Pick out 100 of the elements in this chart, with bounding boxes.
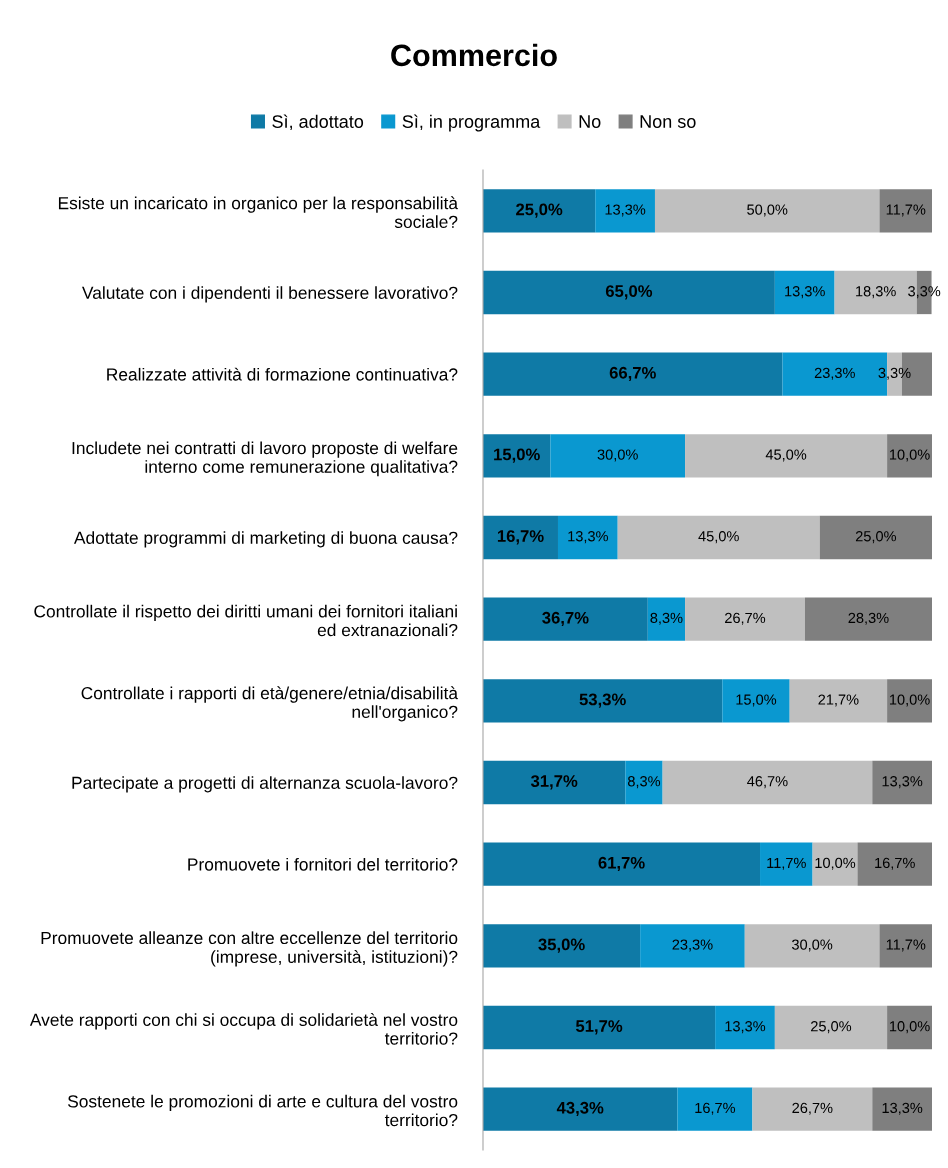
data-label: 8,3% bbox=[650, 612, 683, 625]
data-label: 23,3% bbox=[672, 939, 713, 952]
legend-label: No bbox=[579, 115, 601, 128]
bar bbox=[715, 1005, 775, 1050]
data-label: 45,0% bbox=[765, 449, 807, 462]
data-label: 30,0% bbox=[792, 939, 833, 952]
bar bbox=[887, 434, 932, 478]
bar bbox=[887, 1005, 932, 1050]
bar bbox=[744, 924, 880, 968]
bar bbox=[640, 924, 745, 968]
bar bbox=[595, 189, 655, 233]
bar bbox=[483, 597, 648, 641]
y-tick-label: Promuovete alleanze con altre eccellenze del territorio (imprese, università, istituzioni)? bbox=[41, 931, 458, 967]
data-label: 28,3% bbox=[848, 612, 889, 625]
bar bbox=[483, 924, 641, 968]
data-label: 51,7% bbox=[575, 1020, 623, 1035]
y-tick-label: Realizzate attività di formazione continuativa? bbox=[107, 367, 458, 381]
bar bbox=[483, 515, 558, 560]
data-label: 11,7% bbox=[767, 857, 806, 870]
data-label: 25,0% bbox=[516, 203, 563, 218]
bar bbox=[617, 515, 820, 560]
data-label: 53,3% bbox=[579, 693, 626, 708]
bar bbox=[819, 515, 932, 560]
data-label: 31,7% bbox=[530, 775, 578, 790]
data-label: 13,3% bbox=[605, 204, 646, 217]
y-tick-label: Controllate il rispetto dei diritti umani dei fornitori italiani ed extranazionali? bbox=[34, 604, 458, 637]
data-label: 10,0% bbox=[889, 694, 930, 707]
bar bbox=[483, 1087, 678, 1131]
legend-label: Sì, in programma bbox=[402, 114, 541, 132]
data-label: 26,7% bbox=[725, 612, 766, 625]
data-label: 25,0% bbox=[855, 531, 897, 544]
data-label: 23,3% bbox=[814, 367, 855, 380]
bar bbox=[557, 515, 618, 560]
y-tick-label: Valutate con i dipendenti il benessere lavorativo? bbox=[82, 286, 458, 303]
bar bbox=[879, 189, 932, 233]
data-label: 13,3% bbox=[785, 286, 825, 299]
bar bbox=[872, 1087, 932, 1131]
data-label: 21,7% bbox=[818, 694, 859, 707]
y-tick-label: Adottate programmi di marketing di buona causa? bbox=[73, 531, 458, 548]
bar bbox=[685, 597, 805, 641]
bar bbox=[483, 189, 596, 233]
bar bbox=[804, 597, 932, 641]
bar bbox=[887, 679, 932, 723]
bar bbox=[812, 842, 858, 886]
data-label: 10,0% bbox=[815, 857, 856, 870]
data-label: 11,7% bbox=[886, 204, 926, 217]
bar bbox=[483, 270, 775, 315]
data-label: 18,3% bbox=[856, 286, 896, 299]
bar bbox=[483, 842, 761, 886]
data-label: 16,7% bbox=[695, 1102, 736, 1115]
data-label: 45,0% bbox=[698, 531, 739, 544]
bar bbox=[760, 842, 813, 886]
bar bbox=[752, 1087, 873, 1131]
data-label: 66,7% bbox=[609, 366, 656, 382]
bar bbox=[625, 760, 663, 805]
data-label: 26,7% bbox=[792, 1102, 833, 1115]
data-label: 36,7% bbox=[542, 611, 589, 627]
data-label: 25,0% bbox=[811, 1021, 852, 1034]
legend-label: Non so bbox=[640, 115, 696, 128]
y-tick-label: Includete nei contratti di lavoro proposte di welfare interno come remunerazione qualitativa? bbox=[72, 441, 458, 477]
bar bbox=[722, 679, 790, 723]
data-label: 13,3% bbox=[725, 1021, 766, 1034]
data-label: 13,3% bbox=[882, 776, 923, 789]
chart-title: Commercio bbox=[391, 43, 557, 67]
data-label: 13,3% bbox=[568, 531, 608, 544]
y-tick-label: Esiste un incaricato in organico per la responsabilità sociale? bbox=[58, 196, 459, 228]
bar bbox=[872, 760, 932, 805]
bar bbox=[774, 1005, 888, 1050]
bar bbox=[685, 434, 888, 478]
bar bbox=[789, 679, 888, 723]
bar bbox=[774, 270, 835, 315]
data-label: 15,0% bbox=[736, 694, 777, 707]
data-label: 16,7% bbox=[875, 857, 915, 870]
bar bbox=[483, 760, 626, 805]
bar bbox=[647, 597, 686, 641]
y-tick-label: Sostenete le promozioni di arte e cultura del vostro territorio? bbox=[67, 1094, 458, 1127]
bar bbox=[483, 352, 783, 396]
data-label: 65,0% bbox=[605, 285, 653, 300]
legend-label: Sì, adottato bbox=[272, 114, 364, 131]
y-tick-label: Avete rapporti con chi si occupa di solidarietà nel vostro territorio? bbox=[29, 1013, 458, 1045]
bar bbox=[857, 842, 932, 886]
bar bbox=[677, 1087, 753, 1131]
data-label: 30,0% bbox=[597, 449, 638, 462]
bar bbox=[483, 679, 723, 723]
data-label: 13,3% bbox=[882, 1102, 923, 1115]
data-label: 3,3% bbox=[908, 286, 941, 299]
data-label: 8,3% bbox=[627, 776, 661, 789]
data-label: 10,0% bbox=[889, 1021, 930, 1034]
bar bbox=[550, 434, 686, 478]
data-label: 16,7% bbox=[497, 530, 544, 545]
y-tick-label: Partecipate a progetti di alternanza scuola-lavoro? bbox=[72, 776, 458, 793]
bar bbox=[662, 760, 873, 805]
data-label: 61,7% bbox=[598, 856, 645, 872]
data-label: 46,7% bbox=[747, 776, 788, 789]
data-label: 15,0% bbox=[494, 448, 540, 463]
bar bbox=[879, 924, 932, 968]
bar bbox=[483, 434, 551, 478]
data-label: 43,3% bbox=[556, 1101, 604, 1117]
data-label: 10,0% bbox=[889, 449, 930, 462]
bar bbox=[483, 1005, 716, 1050]
